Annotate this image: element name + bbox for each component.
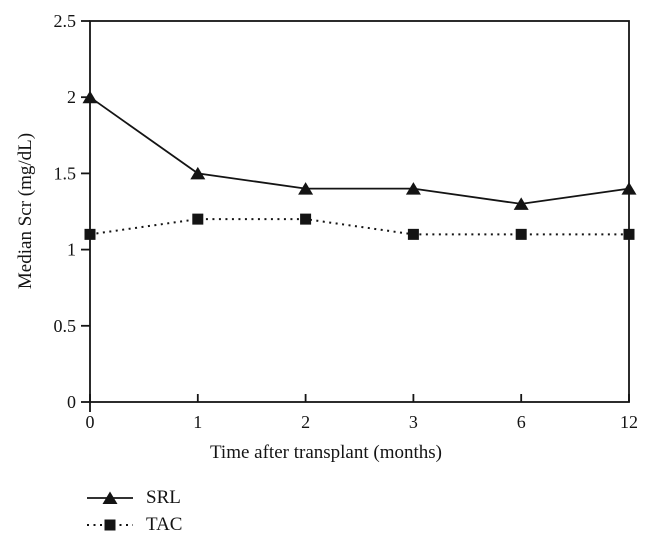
srl-marker bbox=[621, 182, 637, 195]
legend-label-srl: SRL bbox=[146, 487, 181, 508]
x-tick-label: 1 bbox=[193, 412, 202, 432]
y-tick-label: 0.5 bbox=[54, 316, 77, 336]
y-tick-label: 1 bbox=[67, 240, 76, 260]
plot-border bbox=[89, 20, 630, 403]
legend-item-tac: TAC bbox=[86, 514, 182, 536]
srl-marker bbox=[298, 182, 314, 195]
tac-marker bbox=[192, 213, 204, 225]
srl-line bbox=[89, 96, 630, 205]
y-tick-label: 0 bbox=[67, 392, 76, 412]
srl-marker bbox=[82, 90, 98, 104]
x-axis-label: Time after transplant (months) bbox=[210, 442, 442, 463]
tac-line-sample bbox=[87, 519, 133, 531]
tac-legend-marker bbox=[104, 519, 116, 531]
srl-marker bbox=[405, 182, 421, 195]
x-tick-label: 3 bbox=[409, 412, 418, 432]
srl-marker bbox=[513, 197, 529, 210]
y-axis-label: Median Scr (mg/dL) bbox=[15, 133, 36, 289]
srl-legend-marker bbox=[102, 491, 118, 504]
x-tick-label: 6 bbox=[517, 412, 526, 432]
srl-marker bbox=[190, 166, 206, 180]
series-srl bbox=[82, 90, 637, 210]
tac-marker bbox=[300, 213, 312, 225]
x-tick-label: 0 bbox=[86, 412, 95, 432]
legend-item-srl: SRL bbox=[86, 487, 182, 509]
tac-marker bbox=[515, 228, 527, 240]
srl-line-sample bbox=[87, 491, 133, 504]
tac-line bbox=[89, 218, 629, 236]
tac-marker bbox=[84, 228, 96, 240]
series-tac bbox=[84, 213, 635, 240]
y-tick-label: 2.5 bbox=[54, 11, 77, 31]
x-tick-label: 12 bbox=[620, 412, 638, 432]
legend-label-tac: TAC bbox=[146, 514, 183, 535]
y-tick-label: 1.5 bbox=[54, 163, 77, 183]
tac-marker bbox=[407, 228, 419, 240]
chart-legend: SRL TAC bbox=[86, 487, 182, 536]
x-tick-label: 2 bbox=[301, 412, 310, 432]
y-tick-label: 2 bbox=[67, 87, 76, 107]
tac-marker bbox=[623, 228, 635, 240]
